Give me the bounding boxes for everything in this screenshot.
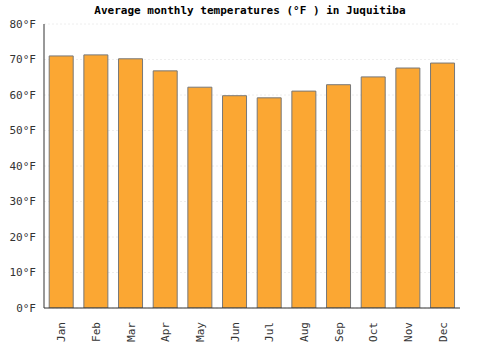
- svg-text:Dec: Dec: [437, 322, 450, 342]
- svg-text:60°F: 60°F: [10, 89, 37, 102]
- svg-text:Apr: Apr: [159, 322, 172, 342]
- svg-text:Sep: Sep: [333, 322, 346, 342]
- svg-text:Jul: Jul: [263, 322, 276, 342]
- svg-text:20°F: 20°F: [10, 231, 37, 244]
- svg-text:70°F: 70°F: [10, 53, 37, 66]
- html-text:Average monthly temperatures (: Average monthly temperatures (°F ) in Ju…: [94, 4, 406, 17]
- svg-text:Aug: Aug: [298, 322, 311, 342]
- svg-text:May: May: [194, 322, 207, 342]
- svg-text:Nov: Nov: [402, 322, 415, 342]
- svg-text:Jan: Jan: [55, 322, 68, 342]
- svg-text:80°F: 80°F: [10, 18, 37, 31]
- svg-text:10°F: 10°F: [10, 266, 37, 279]
- svg-text:0°F: 0°F: [16, 302, 36, 315]
- svg-text:Feb: Feb: [90, 322, 103, 342]
- svg-text:40°F: 40°F: [10, 160, 37, 173]
- svg-text:Mar: Mar: [125, 322, 138, 342]
- svg-text:50°F: 50°F: [10, 124, 37, 137]
- svg-text:Oct: Oct: [367, 322, 380, 342]
- svg-text:Jun: Jun: [229, 322, 242, 342]
- svg-text:30°F: 30°F: [10, 195, 37, 208]
